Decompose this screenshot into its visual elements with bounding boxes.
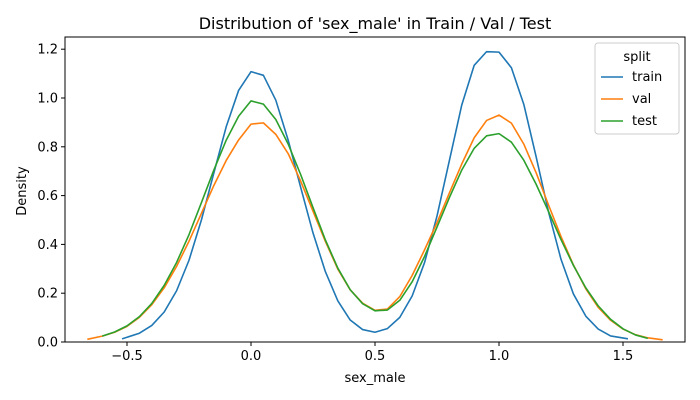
legend-box [594,42,680,135]
y-tick-label: 0.4 [37,238,58,253]
y-tick-label: 0.6 [37,189,58,204]
x-tick-label: 1.5 [613,349,634,364]
legend-label-test: test [632,114,657,129]
legend-label-val: val [632,92,651,107]
chart-title: Distribution of 'sex_male' in Train / Va… [199,14,552,34]
y-axis-title: Density [15,166,30,216]
series-line-train [121,50,629,340]
y-tick-label: 0.0 [37,336,58,351]
y-tick-label: 0.2 [37,287,58,302]
legend-label-train: train [632,70,662,85]
series-line-test [101,100,649,340]
y-tick-label: 1.0 [37,92,58,107]
x-axis-title: sex_male [345,371,406,386]
y-tick-label: 1.2 [37,43,58,58]
x-tick-label: 0.5 [365,349,386,364]
y-tick-label: 0.8 [37,140,58,155]
legend-title: split [623,50,650,65]
legend: split train val test [594,42,680,135]
x-tick-label: 1.0 [489,349,510,364]
x-tick-label: 0.0 [241,349,262,364]
plot-area: −0.5 0.0 0.5 1.0 1.5 0.0 0.2 0.4 0.6 0.8 1.0 1.2 [37,36,686,364]
x-tick-label: −0.5 [111,349,143,364]
